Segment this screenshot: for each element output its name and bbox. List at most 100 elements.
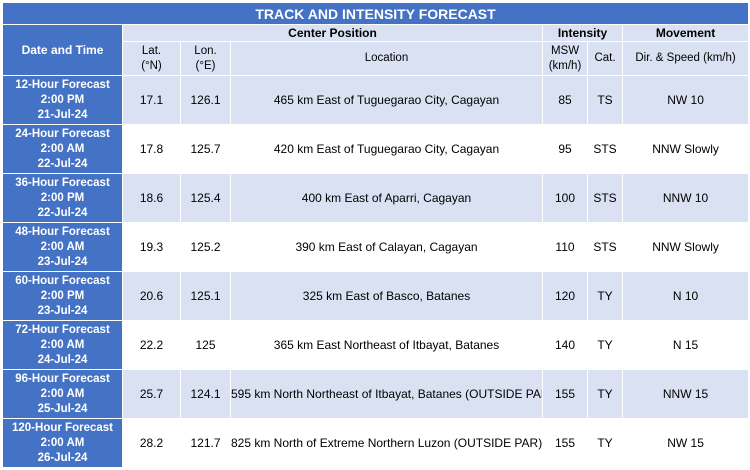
header-lon-line1: Lon. — [194, 44, 217, 57]
msw-cell: 155 — [542, 369, 588, 419]
date-time-cell: 120-Hour Forecast 2:00 AM 26-Jul-24 — [2, 418, 123, 468]
forecast-date: 22-Jul-24 — [37, 157, 88, 170]
category-cell: STS — [587, 222, 623, 272]
movement-cell: N 15 — [621, 320, 750, 370]
lat-cell: 28.2 — [122, 418, 181, 468]
lon-cell: 121.7 — [180, 418, 231, 468]
header-dir-speed: Dir. & Speed (km/h) — [621, 41, 750, 76]
lat-cell: 17.8 — [122, 124, 181, 174]
location-cell: 390 km East of Calayan, Cagayan — [230, 222, 543, 272]
header-cat: Cat. — [587, 41, 623, 76]
header-movement: Movement — [621, 24, 750, 42]
category-cell: STS — [587, 173, 623, 223]
forecast-time: 2:00 AM — [40, 436, 85, 449]
lon-cell: 125.7 — [180, 124, 231, 174]
location-cell: 325 km East of Basco, Batanes — [230, 271, 543, 321]
movement-cell: NNW 15 — [621, 369, 750, 419]
movement-cell: NW 15 — [621, 418, 750, 468]
msw-cell: 140 — [542, 320, 588, 370]
lat-cell: 17.1 — [122, 75, 181, 125]
forecast-date: 21-Jul-24 — [37, 108, 88, 121]
table-row: 96-Hour Forecast 2:00 AM 25-Jul-24 25.7 124.… — [2, 369, 750, 419]
category-cell: TY — [587, 320, 623, 370]
forecast-label: 120-Hour Forecast — [12, 421, 113, 434]
header-location: Location — [230, 41, 543, 76]
table-row: 60-Hour Forecast 2:00 PM 23-Jul-24 20.6 125.… — [2, 271, 750, 321]
forecast-label: 96-Hour Forecast — [15, 372, 110, 385]
forecast-label: 36-Hour Forecast — [15, 176, 110, 189]
forecast-time: 2:00 AM — [40, 240, 85, 253]
forecast-time: 2:00 AM — [40, 387, 85, 400]
location-cell: 825 km North of Extreme Northern Luzon (… — [230, 418, 543, 468]
header-lat-line1: Lat. — [141, 44, 162, 57]
movement-cell: NNW Slowly — [621, 124, 750, 174]
lat-cell: 19.3 — [122, 222, 181, 272]
msw-cell: 95 — [542, 124, 588, 174]
forecast-label: 48-Hour Forecast — [15, 225, 110, 238]
forecast-time: 2:00 AM — [40, 142, 85, 155]
forecast-time: 2:00 AM — [40, 338, 85, 351]
location-cell: 365 km East Northeast of Itbayat, Batane… — [230, 320, 543, 370]
lon-cell: 125 — [180, 320, 231, 370]
forecast-date: 23-Jul-24 — [37, 304, 88, 317]
date-time-cell: 24-Hour Forecast 2:00 AM 22-Jul-24 — [2, 124, 123, 174]
header-lon: Lon. (°E) — [180, 41, 231, 76]
lat-cell: 22.2 — [122, 320, 181, 370]
movement-cell: NNW 10 — [621, 173, 750, 223]
date-time-cell: 96-Hour Forecast 2:00 AM 25-Jul-24 — [2, 369, 123, 419]
location-cell: 400 km East of Aparri, Cagayan — [230, 173, 543, 223]
header-msw-line1: MSW — [550, 44, 580, 57]
header-intensity: Intensity — [542, 24, 623, 42]
header-lon-line2: (°E) — [195, 59, 216, 72]
header-lat: Lat. (°N) — [122, 41, 181, 76]
lon-cell: 124.1 — [180, 369, 231, 419]
category-cell: TS — [587, 75, 623, 125]
table-row: 120-Hour Forecast 2:00 AM 26-Jul-24 28.2 121… — [2, 418, 750, 468]
table-title: TRACK AND INTENSITY FORECAST — [1, 2, 750, 25]
location-cell: 595 km North Northeast of Itbayat, Batan… — [230, 369, 543, 419]
table-row: 12-Hour Forecast 2:00 PM 21-Jul-24 17.1 126.… — [2, 75, 750, 125]
header-lat-line2: (°N) — [141, 59, 162, 72]
header-center-position: Center Position — [122, 24, 543, 42]
date-time-cell: 36-Hour Forecast 2:00 PM 22-Jul-24 — [2, 173, 123, 223]
lon-cell: 125.4 — [180, 173, 231, 223]
forecast-time: 2:00 PM — [40, 289, 85, 302]
msw-cell: 155 — [542, 418, 588, 468]
forecast-date: 24-Jul-24 — [37, 353, 88, 366]
forecast-time: 2:00 PM — [40, 191, 85, 204]
lon-cell: 126.1 — [180, 75, 231, 125]
forecast-label: 12-Hour Forecast — [15, 78, 110, 91]
msw-cell: 120 — [542, 271, 588, 321]
table-row: 36-Hour Forecast 2:00 PM 22-Jul-24 18.6 125.… — [2, 173, 750, 223]
location-cell: 420 km East of Tuguegarao City, Cagayan — [230, 124, 543, 174]
lat-cell: 25.7 — [122, 369, 181, 419]
table-row: 72-Hour Forecast 2:00 AM 24-Jul-24 22.2 125 3… — [2, 320, 750, 370]
header-msw-line2: (km/h) — [548, 59, 582, 72]
msw-cell: 85 — [542, 75, 588, 125]
header-date-time: Date and Time — [2, 24, 123, 76]
movement-cell: NW 10 — [621, 75, 750, 125]
movement-cell: N 10 — [621, 271, 750, 321]
category-cell: TY — [587, 271, 623, 321]
date-time-cell: 60-Hour Forecast 2:00 PM 23-Jul-24 — [2, 271, 123, 321]
location-cell: 465 km East of Tuguegarao City, Cagayan — [230, 75, 543, 125]
lat-cell: 18.6 — [122, 173, 181, 223]
date-time-cell: 72-Hour Forecast 2:00 AM 24-Jul-24 — [2, 320, 123, 370]
lat-cell: 20.6 — [122, 271, 181, 321]
forecast-date: 23-Jul-24 — [37, 255, 88, 268]
msw-cell: 110 — [542, 222, 588, 272]
forecast-time: 2:00 PM — [40, 93, 85, 106]
date-time-cell: 12-Hour Forecast 2:00 PM 21-Jul-24 — [2, 75, 123, 125]
msw-cell: 100 — [542, 173, 588, 223]
forecast-date: 22-Jul-24 — [37, 206, 88, 219]
forecast-label: 60-Hour Forecast — [15, 274, 110, 287]
lon-cell: 125.1 — [180, 271, 231, 321]
category-cell: STS — [587, 124, 623, 174]
forecast-date: 25-Jul-24 — [37, 402, 88, 415]
table-row: 48-Hour Forecast 2:00 AM 23-Jul-24 19.3 125.… — [2, 222, 750, 272]
date-time-cell: 48-Hour Forecast 2:00 AM 23-Jul-24 — [2, 222, 123, 272]
category-cell: TY — [587, 418, 623, 468]
lon-cell: 125.2 — [180, 222, 231, 272]
